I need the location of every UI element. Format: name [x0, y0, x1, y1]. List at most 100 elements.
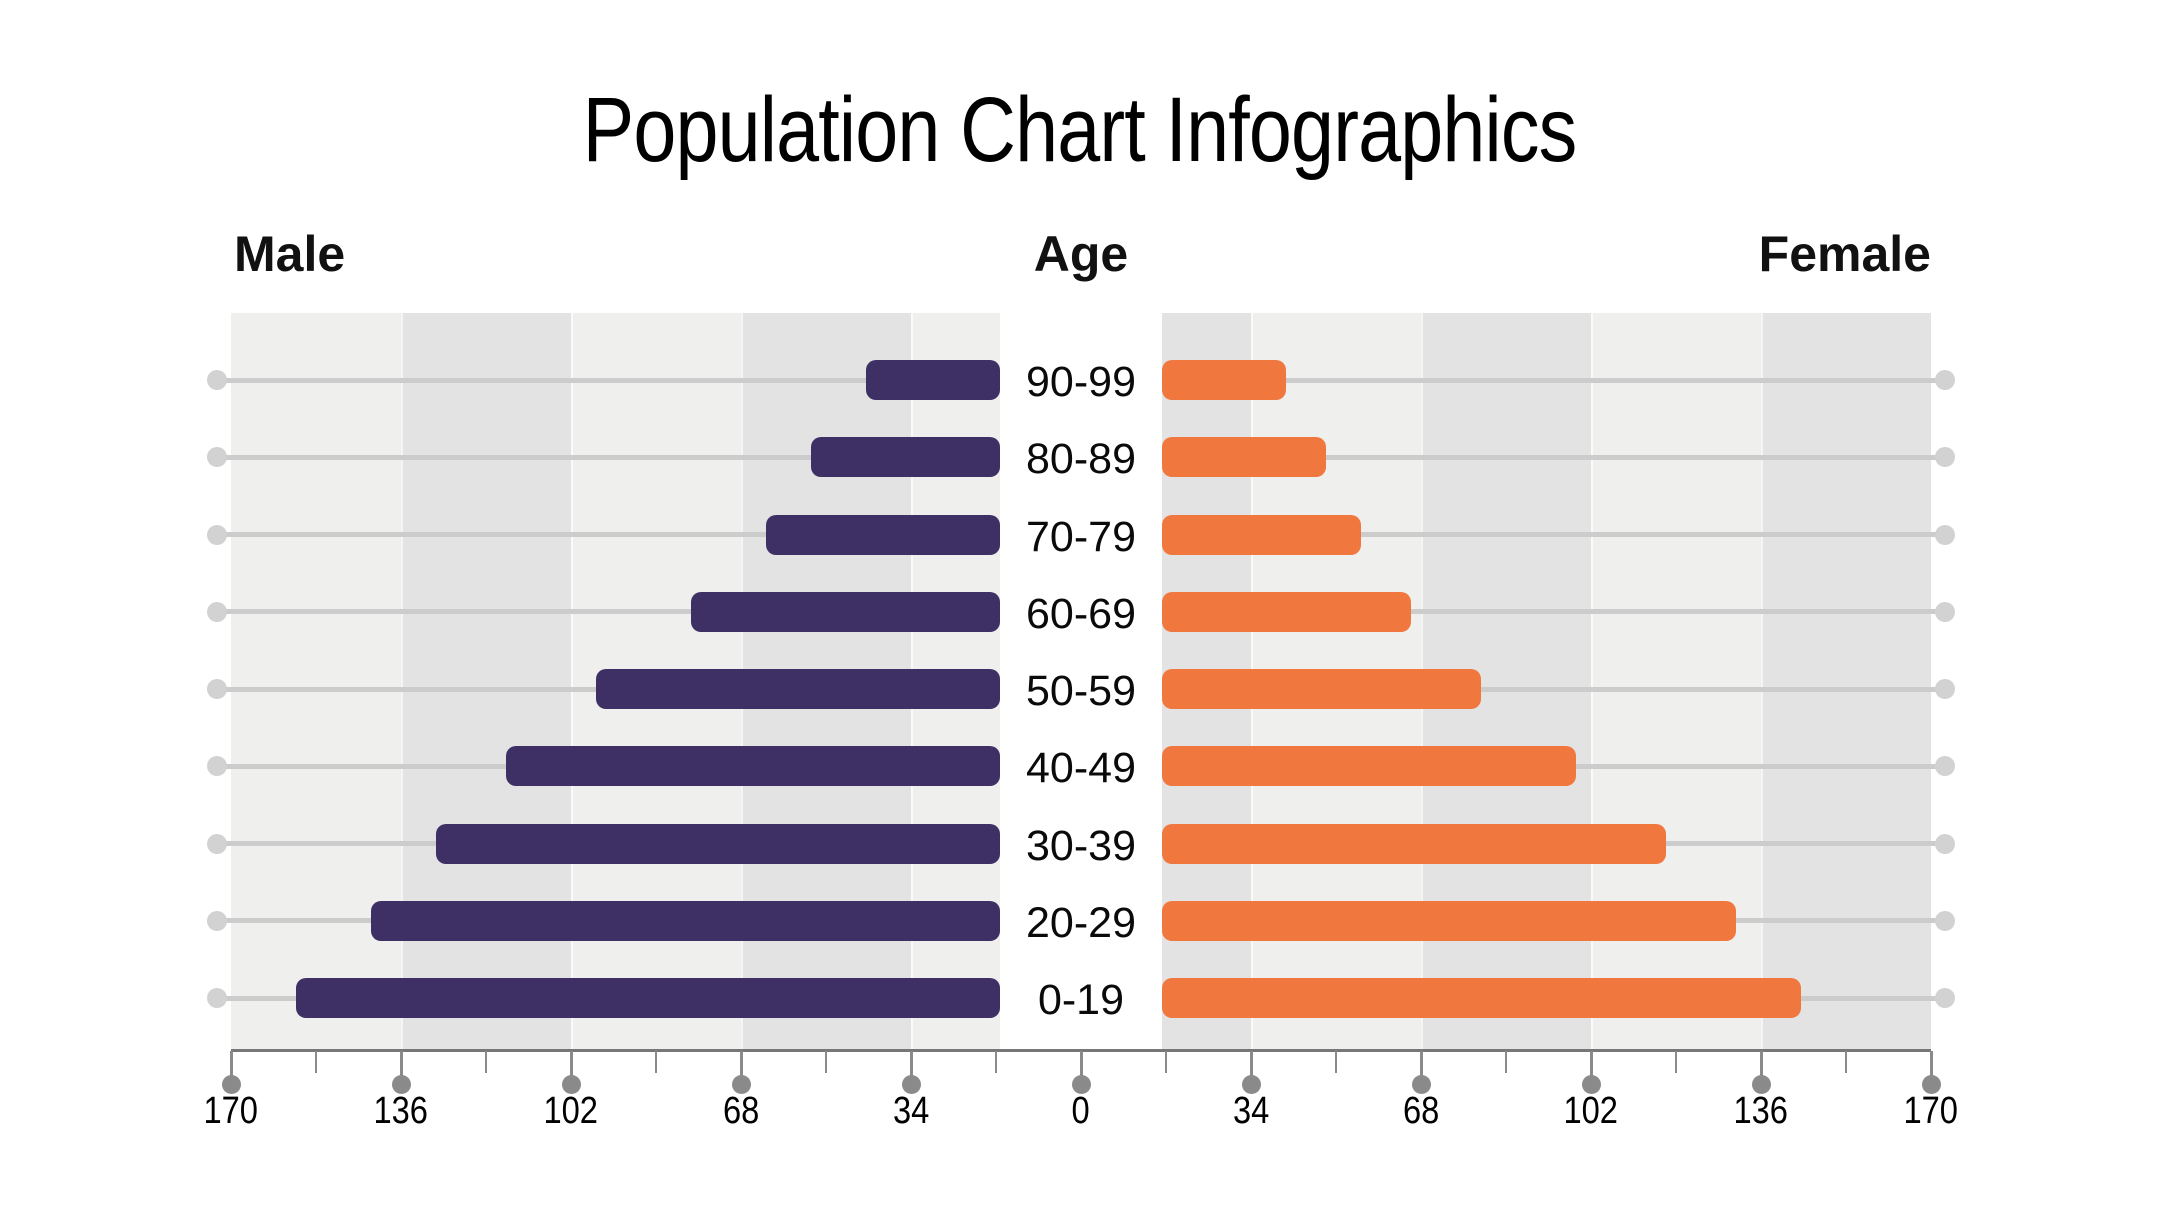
row-line-right	[1162, 532, 1945, 537]
female-bar	[1162, 514, 1361, 555]
axis-tick-label: 102	[1531, 1090, 1651, 1133]
male-bar	[691, 591, 1000, 632]
axis-tick-value: 34	[1232, 1090, 1270, 1132]
female-bar	[1162, 900, 1736, 941]
age-label: 20-29	[1026, 898, 1136, 947]
axis-tick-dot	[1751, 1074, 1771, 1094]
axis-major-tick	[569, 1051, 573, 1080]
axis-minor-tick	[825, 1051, 827, 1073]
axis-minor-tick	[485, 1051, 487, 1073]
axis-tick-label: 0	[1021, 1090, 1141, 1133]
axis-tick-label: 170	[171, 1090, 291, 1133]
row-dot-right	[1935, 988, 1955, 1008]
axis-tick-label: 34	[1191, 1090, 1311, 1133]
row-dot-left	[207, 833, 227, 854]
male-bar	[766, 514, 1000, 555]
female-bar	[1162, 669, 1481, 709]
female-panel-band	[1761, 313, 1931, 1050]
age-label: 60-69	[1026, 589, 1136, 638]
row-dot-left	[207, 679, 227, 699]
axis-tick-label: 136	[341, 1090, 461, 1133]
row-dot-left	[207, 601, 227, 622]
age-column-header: Age	[1033, 226, 1129, 282]
axis-minor-tick	[1505, 1051, 1507, 1073]
axis-tick-label: 136	[1701, 1090, 1821, 1133]
row-dot-left	[207, 524, 227, 545]
row-line-left	[217, 454, 1000, 460]
male-bar	[371, 900, 1000, 941]
male-bar	[866, 360, 1000, 400]
age-label: 0-19	[1037, 976, 1125, 1024]
axis-tick-dot	[1071, 1074, 1091, 1094]
axis-major-tick	[739, 1051, 743, 1080]
female-bar	[1162, 360, 1286, 400]
axis-major-tick	[909, 1051, 913, 1080]
age-label: 80-89	[1026, 435, 1136, 484]
age-label: 30-39	[1026, 821, 1136, 870]
axis-tick-dot	[1921, 1074, 1941, 1094]
row-dot-right	[1935, 910, 1955, 931]
female-bar	[1162, 978, 1801, 1018]
row-dot-right	[1935, 370, 1955, 390]
row-line-left	[217, 532, 1000, 537]
axis-minor-tick	[1845, 1051, 1847, 1073]
row-line-right	[1162, 686, 1945, 692]
page-title: Population Chart Infographics	[583, 79, 1578, 181]
axis-line	[231, 1049, 1931, 1052]
axis-tick-value: 68	[722, 1090, 760, 1132]
axis-tick-value: 34	[892, 1090, 930, 1132]
row-dot-right	[1935, 601, 1955, 622]
axis-tick-dot	[391, 1074, 411, 1094]
row-dot-left	[207, 370, 227, 390]
axis-tick-value: 0	[1071, 1090, 1091, 1132]
axis-minor-tick	[1675, 1051, 1677, 1073]
row-dot-right	[1935, 756, 1955, 777]
male-column-header: Male	[234, 226, 346, 282]
axis-tick-dot	[1581, 1074, 1601, 1094]
axis-major-tick	[1079, 1051, 1083, 1080]
axis-minor-tick	[655, 1051, 657, 1073]
axis-tick-dot	[1241, 1074, 1261, 1094]
axis-major-tick	[399, 1051, 403, 1080]
axis-major-tick	[1419, 1051, 1423, 1080]
age-label: 90-99	[1026, 358, 1136, 406]
axis-tick-dot	[901, 1074, 921, 1094]
axis-minor-tick	[995, 1051, 997, 1073]
age-label: 50-59	[1026, 667, 1136, 715]
axis-minor-tick	[315, 1051, 317, 1073]
row-line-left	[217, 377, 1000, 383]
row-line-right	[1162, 377, 1945, 383]
axis-tick-value: 68	[1402, 1090, 1440, 1132]
axis-tick-label: 102	[511, 1090, 631, 1133]
age-label: 70-79	[1026, 512, 1136, 561]
axis-tick-value: 136	[373, 1090, 429, 1132]
row-dot-left	[207, 988, 227, 1008]
axis-tick-value: 170	[1903, 1090, 1959, 1132]
axis-tick-value: 102	[543, 1090, 599, 1132]
axis-major-tick	[1929, 1051, 1933, 1080]
female-bar	[1162, 746, 1576, 787]
row-line-right	[1162, 454, 1945, 460]
axis-tick-label: 68	[1361, 1090, 1481, 1133]
axis-minor-tick	[1335, 1051, 1337, 1073]
axis-minor-tick	[1165, 1051, 1167, 1073]
axis-major-tick	[1589, 1051, 1593, 1080]
row-dot-right	[1935, 679, 1955, 699]
axis-tick-label: 34	[851, 1090, 971, 1133]
axis-tick-dot	[561, 1074, 581, 1094]
male-bar	[436, 823, 1000, 864]
row-dot-left	[207, 910, 227, 931]
axis-tick-dot	[1411, 1074, 1431, 1094]
axis-tick-value: 102	[1563, 1090, 1619, 1132]
male-bar	[596, 669, 1000, 709]
row-dot-left	[207, 447, 227, 468]
age-label: 40-49	[1026, 744, 1136, 793]
axis-major-tick	[229, 1051, 233, 1080]
row-dot-right	[1935, 447, 1955, 468]
female-bar	[1162, 823, 1666, 864]
row-line-left	[217, 609, 1000, 615]
male-bar	[811, 437, 1000, 478]
female-column-header: Female	[1758, 226, 1931, 282]
axis-tick-label: 68	[681, 1090, 801, 1133]
